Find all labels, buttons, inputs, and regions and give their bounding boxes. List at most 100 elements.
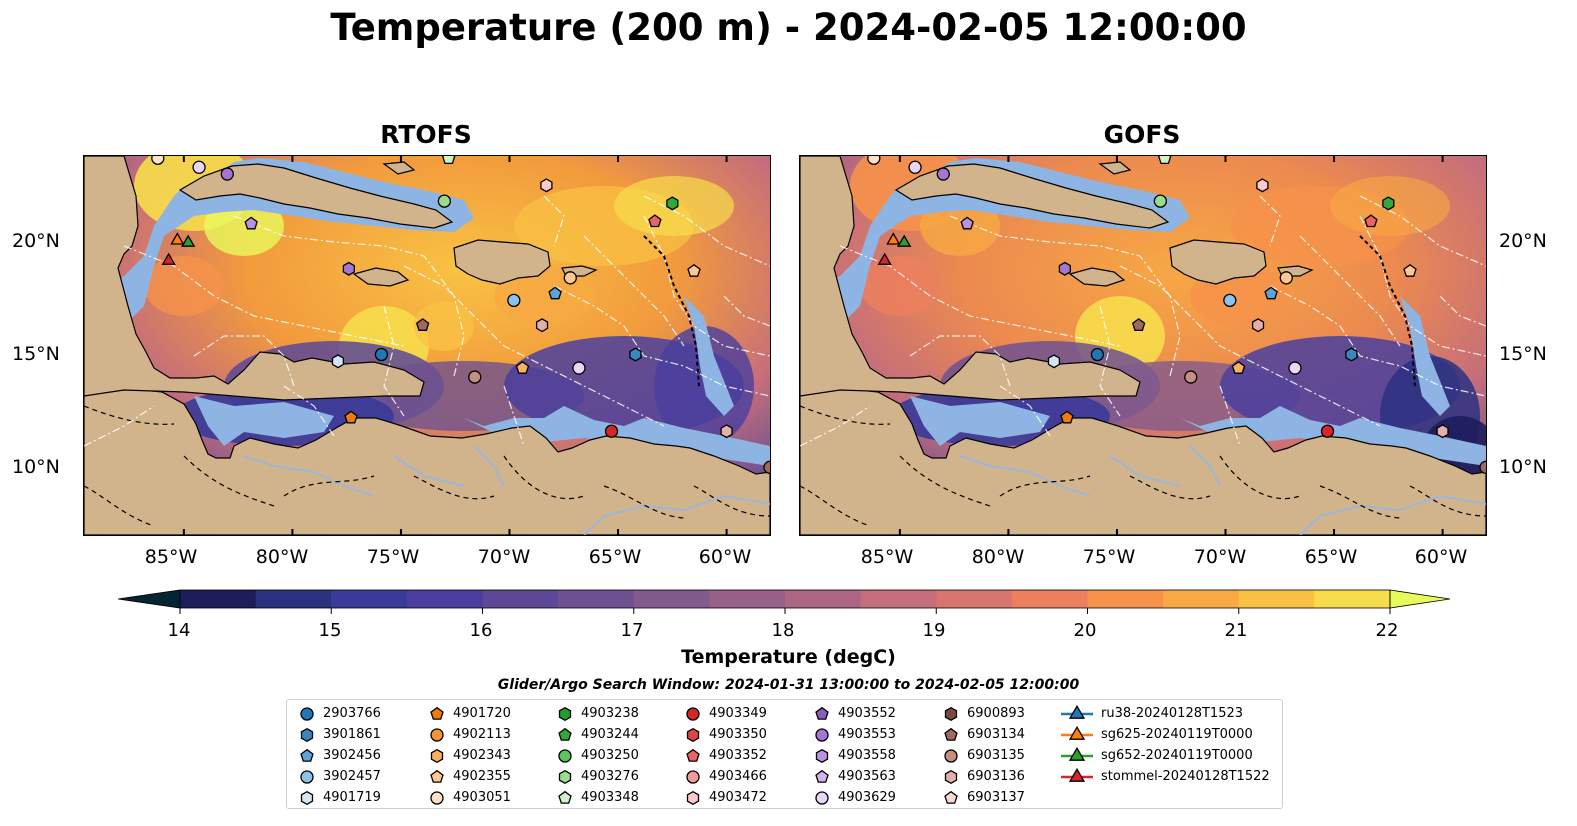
eez-boundary	[1439, 295, 1486, 327]
legend-label: 4903563	[838, 769, 896, 784]
float-marker-23	[604, 424, 619, 438]
legend-label: 6903134	[967, 727, 1025, 742]
legend-label: 6903135	[967, 748, 1025, 763]
country-border	[999, 475, 1091, 497]
float-marker-11	[548, 286, 562, 300]
legend-item-4903349: 4903349	[683, 703, 767, 724]
legend-label: 4903553	[838, 727, 896, 742]
legend-item-stommel-20240128T1522: stommel-20240128T1522	[1059, 766, 1270, 787]
float-marker-13	[1403, 264, 1417, 277]
float-marker-19	[1288, 361, 1302, 375]
legend-label: 4903352	[709, 748, 767, 763]
legend-item-4903553: 4903553	[812, 724, 896, 745]
temperature-patch	[414, 301, 474, 351]
legend-marker-icon	[430, 706, 444, 720]
float-marker-15	[1251, 318, 1265, 333]
float-marker-2	[220, 167, 234, 181]
land	[894, 163, 1170, 229]
bathymetry-contour	[1359, 235, 1416, 387]
lon-tick-rtofs-60w: 60°W	[698, 546, 752, 568]
shallow-shelf	[910, 396, 1050, 446]
float-marker-17	[1047, 354, 1061, 369]
float-marker-27	[897, 234, 912, 247]
float-marker-3	[1157, 156, 1172, 165]
colorbar-segment	[558, 590, 635, 608]
eez-boundary	[193, 335, 295, 387]
float-marker-25	[763, 460, 770, 474]
colorbar-segment	[1163, 590, 1240, 608]
legend-marker-icon	[558, 706, 572, 721]
legend-item-4903552: 4903552	[812, 703, 896, 724]
lat-tick-right-15n: 15°N	[1499, 343, 1547, 365]
colorbar-segment	[936, 590, 1013, 608]
legend-label: 4903558	[838, 748, 896, 763]
shallow-shelf	[1400, 296, 1450, 416]
float-marker-25	[1479, 460, 1486, 474]
legend-item-4901719: 4901719	[297, 787, 381, 808]
shallow-shelf	[194, 396, 334, 446]
float-marker-23	[1320, 424, 1335, 438]
float-marker-10	[563, 271, 577, 285]
float-marker-8	[960, 216, 974, 230]
float-marker-28	[161, 252, 176, 265]
legend-label: 4903238	[581, 706, 639, 721]
float-marker-20	[629, 347, 642, 362]
river	[1189, 445, 1221, 487]
legend-marker-icon	[944, 748, 958, 763]
legend-label: 4903276	[581, 769, 639, 784]
eez-boundary	[723, 295, 770, 327]
eez-boundary	[949, 215, 1181, 377]
colorbar-segment	[1011, 590, 1088, 608]
rtofs-panel-title: RTOFS	[380, 120, 472, 149]
country-border	[1409, 485, 1486, 517]
lon-tick-rtofs-85w: 85°W	[144, 546, 198, 568]
eez-boundary	[1219, 385, 1241, 447]
float-marker-24	[1436, 424, 1449, 439]
lat-tick-left-20n: 20°N	[12, 230, 60, 252]
colorbar-tick-14: 14	[167, 620, 191, 641]
legend-marker-icon	[815, 748, 829, 763]
float-marker-4	[437, 194, 452, 208]
colorbar-tick-18: 18	[771, 620, 795, 641]
legend-label: 4903350	[709, 727, 767, 742]
colorbar-segment	[785, 590, 862, 608]
legend-marker-icon	[1061, 767, 1093, 782]
legend-label: 4901720	[453, 706, 511, 721]
legend-marker-icon	[944, 706, 958, 721]
legend-marker-icon	[1061, 725, 1093, 740]
country-border	[183, 455, 275, 507]
float-marker-17	[331, 354, 345, 369]
legend-label: 4903629	[838, 790, 896, 805]
land	[1169, 239, 1267, 285]
legend-label: 4903051	[453, 790, 511, 805]
float-marker-11	[1264, 286, 1278, 300]
colorbar-segment	[1238, 590, 1315, 608]
colorbar-tick-22: 22	[1375, 620, 1399, 641]
legend-marker-icon	[686, 790, 700, 805]
land	[800, 387, 1486, 535]
float-marker-13	[687, 264, 701, 277]
legend: 2903766 3901861 3902456 3902457 4901719 49017…	[286, 699, 1283, 809]
main-title: Temperature (200 m) - 2024-02-05 12:00:0…	[330, 6, 1247, 49]
colorbar-under-arrow	[117, 589, 181, 609]
legend-item-3902457: 3902457	[297, 766, 381, 787]
legend-label: 3901861	[323, 727, 381, 742]
legend-marker-icon	[300, 706, 314, 721]
colorbar-segment	[633, 590, 710, 608]
float-marker-5	[540, 178, 553, 193]
lat-tick-left-10n: 10°N	[12, 456, 60, 478]
float-marker-21	[468, 370, 482, 384]
eez-boundary	[383, 305, 405, 417]
legend-marker-icon	[686, 706, 700, 721]
search-window-text: Glider/Argo Search Window: 2024-01-31 13…	[497, 677, 1080, 693]
eez-boundary	[1359, 195, 1486, 267]
land	[84, 387, 770, 535]
float-marker-1	[192, 160, 206, 174]
country-border	[283, 475, 375, 497]
eez-boundary	[1299, 235, 1401, 347]
legend-item-4903250: 4903250	[555, 745, 639, 766]
legend-marker-icon	[686, 727, 700, 742]
float-marker-10	[1279, 271, 1293, 285]
legend-marker-icon	[558, 769, 572, 784]
float-marker-2	[936, 167, 950, 181]
